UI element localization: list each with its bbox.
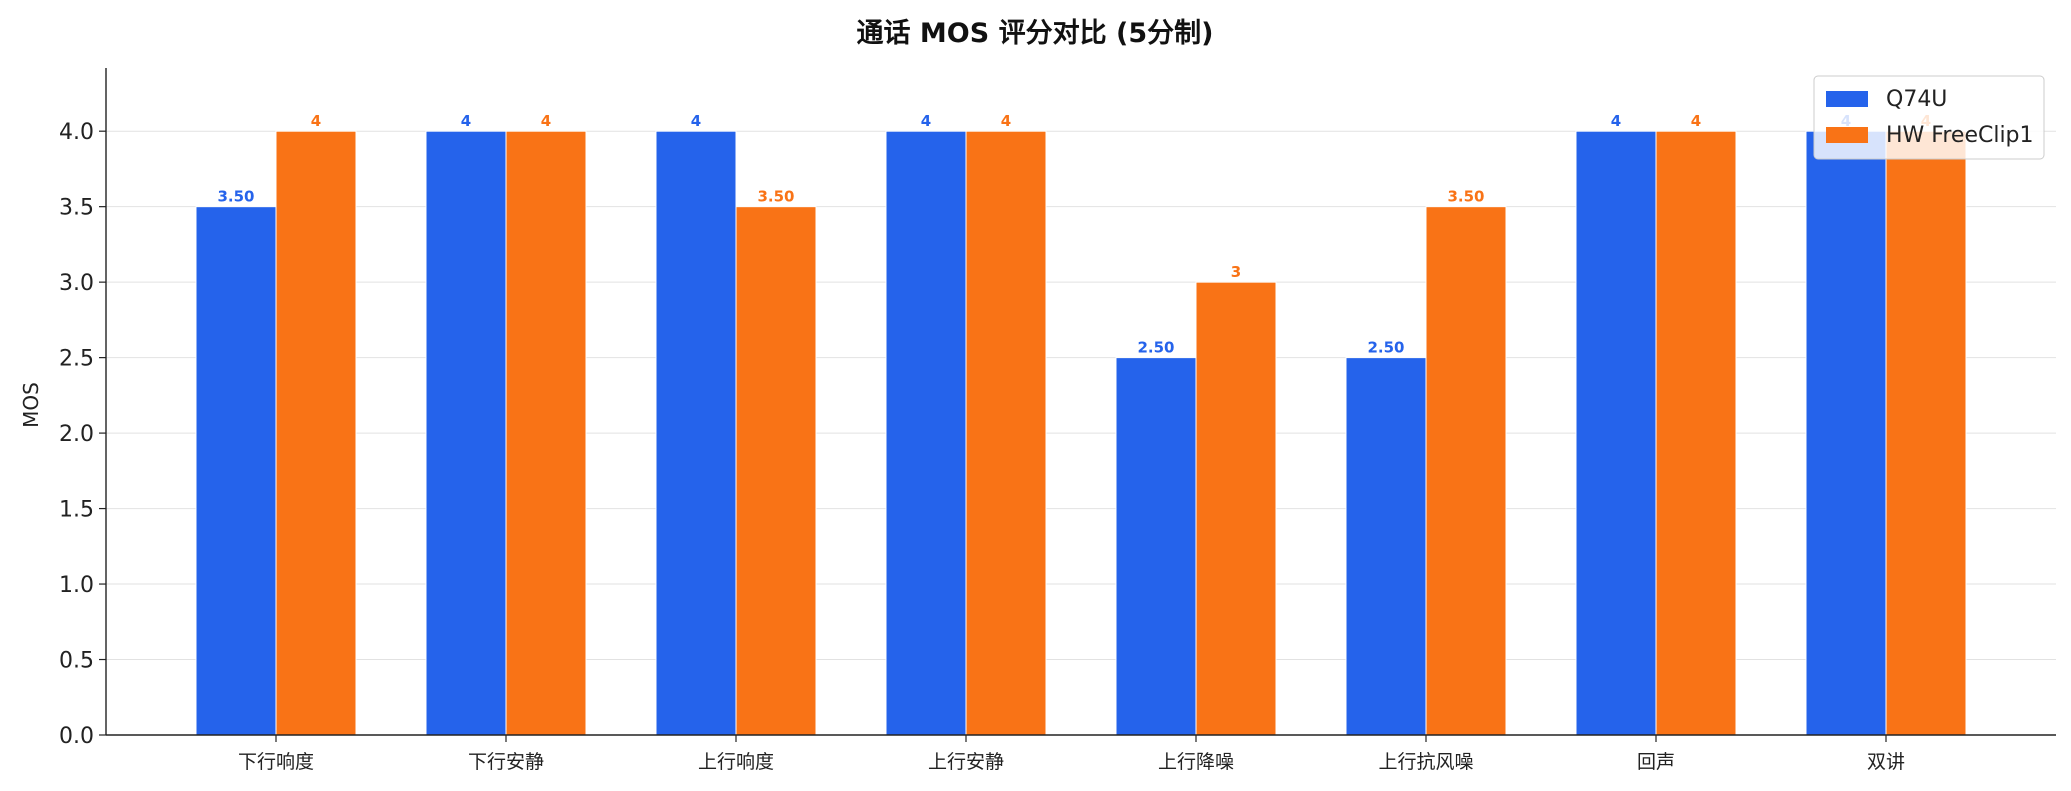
data-label: 2.50 [1137,339,1174,357]
x-tick-label: 下行响度 [238,751,314,773]
x-tick-label: 上行响度 [698,751,774,773]
y-tick-label: 2.5 [59,347,94,372]
bar [965,130,1047,736]
bar [1115,357,1197,736]
bar [1805,130,1887,736]
bar [1575,130,1657,736]
data-label: 3 [1231,263,1241,281]
y-tick-label: 4.0 [59,120,94,145]
legend-box [1813,75,2045,160]
data-label: 4 [541,112,551,130]
data-label: 4 [311,112,321,130]
y-ticks: 0.0 0.5 1.0 1.5 2.0 2.5 3.0 3.5 4.0 [59,120,106,749]
gridlines [106,130,2056,736]
x-tick-label: 回声 [1637,751,1675,773]
bar [655,130,737,736]
bar [735,206,817,736]
bar [275,130,357,736]
y-tick-label: 0.0 [59,724,94,749]
legend-swatch-hw-freeclip1 [1826,127,1868,143]
legend-swatch-q74u [1826,91,1868,107]
bars [195,130,1967,736]
y-tick-label: 0.5 [59,649,94,674]
data-label: 2.50 [1367,339,1404,357]
x-ticks: 下行响度 下行安静 上行响度 上行安静 上行降噪 上行抗风噪 回声 双讲 [238,735,1905,773]
legend: Q74U HW FreeClip1 [1813,75,2045,160]
data-label: 4 [1611,112,1621,130]
x-tick-label: 上行降噪 [1158,751,1234,773]
data-label: 4 [1001,112,1011,130]
y-tick-label: 3.0 [59,271,94,296]
data-label: 3.50 [217,188,254,206]
bar [1195,281,1277,736]
axes [105,68,2056,736]
data-label: 4 [461,112,471,130]
x-tick-label: 下行安静 [468,751,544,773]
x-tick-label: 上行抗风噪 [1378,751,1473,773]
y-axis-label: MOS [19,382,43,428]
bar [885,130,967,736]
bar [505,130,587,736]
chart-title: 通话 MOS 评分对比 (5分制) [857,18,1214,49]
data-label: 3.50 [1447,188,1484,206]
data-label: 4 [691,112,701,130]
bar [195,206,277,736]
y-tick-label: 3.5 [59,196,94,221]
y-tick-label: 2.0 [59,422,94,447]
bar [1345,357,1427,736]
data-label: 4 [1691,112,1701,130]
bar [1425,206,1507,736]
bar [1885,130,1967,736]
x-tick-label: 上行安静 [928,751,1004,773]
bar [1655,130,1737,736]
data-label: 3.50 [757,188,794,206]
bar [425,130,507,736]
y-tick-label: 1.0 [59,573,94,598]
x-tick-label: 双讲 [1867,751,1905,773]
legend-label-q74u: Q74U [1886,87,1947,112]
y-tick-label: 1.5 [59,498,94,523]
legend-label-hw-freeclip1: HW FreeClip1 [1886,123,2034,148]
data-label: 4 [921,112,931,130]
